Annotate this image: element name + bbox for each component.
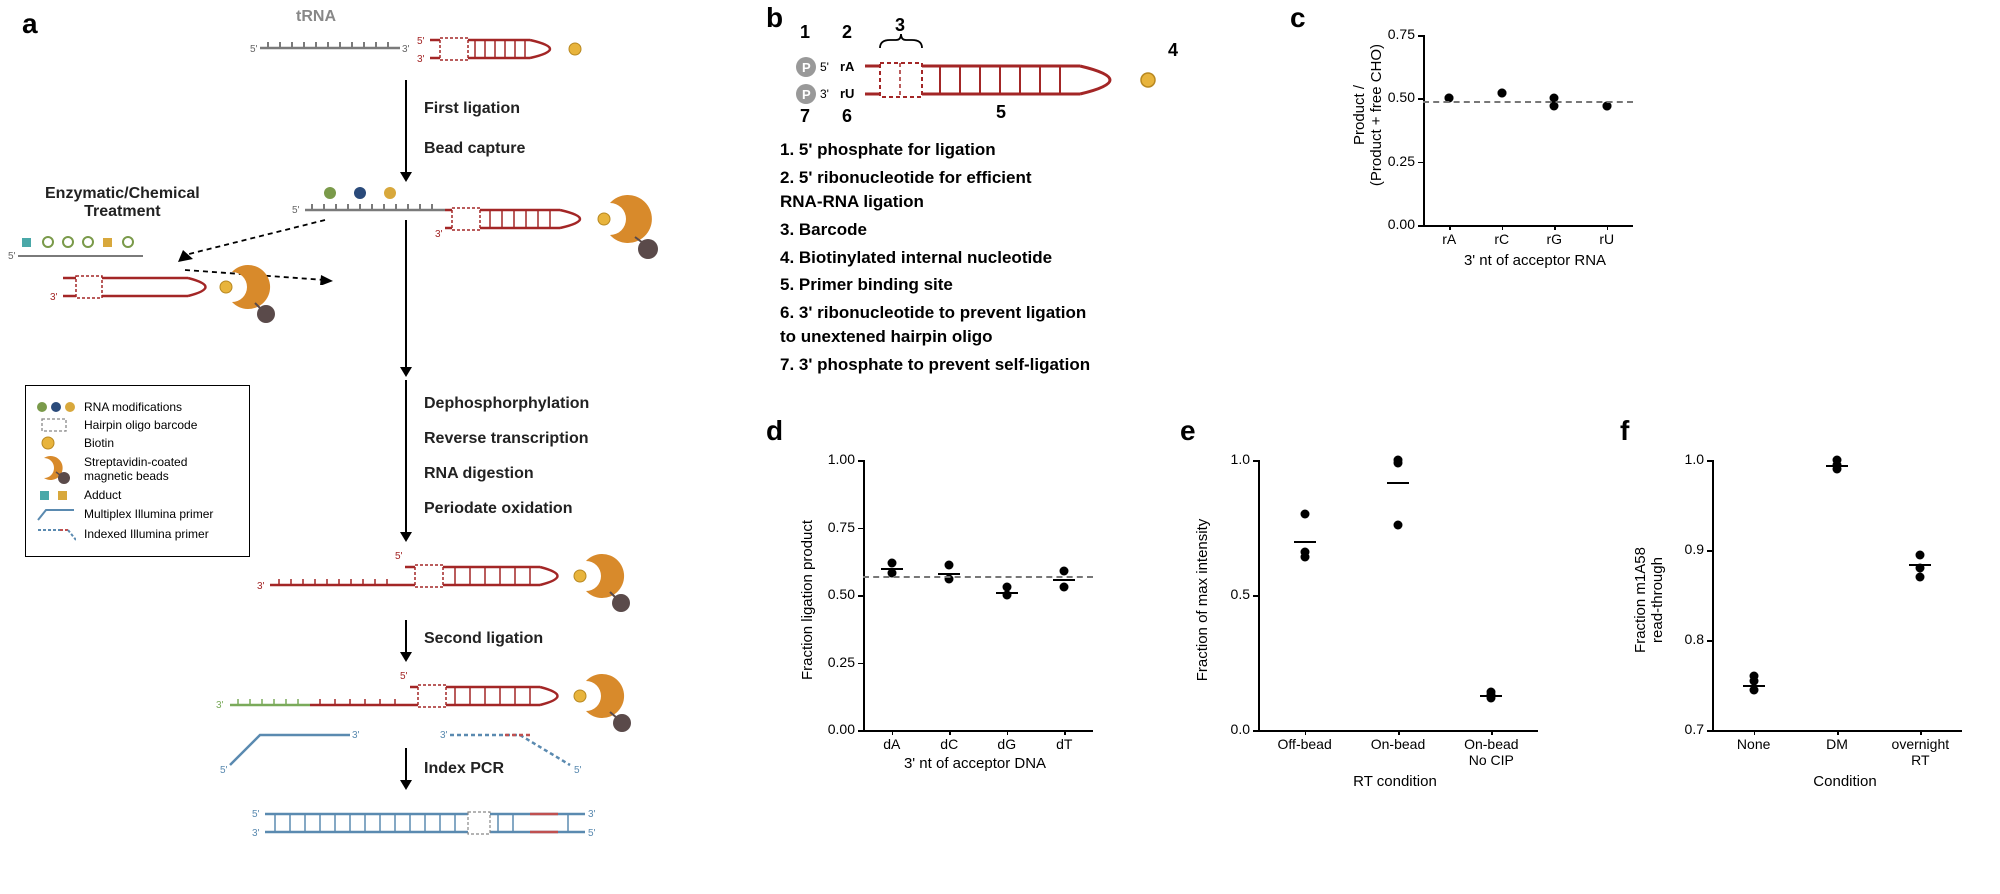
svg-text:5': 5' xyxy=(588,828,596,839)
chart-f-xtitle: Condition xyxy=(1745,773,1945,790)
svg-text:3': 3' xyxy=(50,292,58,303)
svg-text:rU: rU xyxy=(840,86,854,101)
b-num-6: 6 xyxy=(842,106,852,127)
rt-product: 5' 3' xyxy=(255,545,675,625)
b-item-2: 2. 5' ribonucleotide for efficient RNA-R… xyxy=(780,166,1270,215)
svg-text:5': 5' xyxy=(417,36,425,47)
svg-text:3': 3' xyxy=(588,809,596,820)
chart-e-xtitle: RT condition xyxy=(1295,773,1495,790)
step-rt: Reverse transcription xyxy=(424,430,589,448)
svg-text:3': 3' xyxy=(402,44,410,55)
legend: RNA modifications Hairpin oligo barcode … xyxy=(25,385,250,557)
svg-text:5': 5' xyxy=(395,551,403,562)
legend-adduct-icon xyxy=(36,489,76,501)
step-second-ligation: Second ligation xyxy=(424,630,543,648)
legend-index-primer-icon xyxy=(36,526,76,542)
step-dephos: Dephosphorphylation xyxy=(424,395,589,413)
chart-c: Product / (Product + free CHO) 3' nt of … xyxy=(1375,30,1655,275)
svg-text:P: P xyxy=(802,60,811,75)
svg-text:3': 3' xyxy=(440,730,448,741)
b-item-1: 1. 5' phosphate for ligation xyxy=(780,138,1270,163)
svg-text:3': 3' xyxy=(257,581,265,592)
top-trna-hairpin: 5' 3' 5' 3' xyxy=(250,28,610,83)
step-bead-capture: Bead capture xyxy=(424,140,525,158)
pcr-product: 5' 3' 3' 5' xyxy=(250,798,610,853)
chart-f: Fraction m1A58 read-through Condition 0.… xyxy=(1660,455,1980,795)
b-num-4: 4 xyxy=(1168,40,1178,61)
legend-adduct-label: Adduct xyxy=(84,488,121,502)
svg-text:3': 3' xyxy=(216,700,224,711)
b-item-4: 4. Biotinylated internal nucleotide xyxy=(780,246,1270,271)
svg-text:3': 3' xyxy=(417,54,425,65)
b-num-1: 1 xyxy=(800,22,810,43)
chart-c-xtitle: 3' nt of acceptor RNA xyxy=(1435,252,1635,269)
panel-label-e: e xyxy=(1180,415,1196,447)
svg-text:3': 3' xyxy=(820,87,829,101)
panel-label-a: a xyxy=(22,8,38,40)
svg-text:5': 5' xyxy=(252,809,260,820)
legend-rna-mod-icon xyxy=(36,401,76,413)
b-item-5: 5. Primer binding site xyxy=(780,273,1270,298)
step-treatment: Enzymatic/Chemical Treatment xyxy=(45,185,200,221)
svg-text:5': 5' xyxy=(574,765,582,775)
step-index-pcr: Index PCR xyxy=(424,760,504,778)
svg-text:5': 5' xyxy=(8,251,16,262)
svg-text:5': 5' xyxy=(250,44,258,55)
b-item-7: 7. 3' phosphate to prevent self-ligation xyxy=(780,353,1270,378)
b-num-7: 7 xyxy=(800,106,810,127)
panel-b-list: 1. 5' phosphate for ligation 2. 5' ribon… xyxy=(780,135,1270,381)
b-item-6: 6. 3' ribonucleotide to prevent ligation… xyxy=(780,301,1270,350)
step-digest: RNA digestion xyxy=(424,465,534,483)
svg-text:rA: rA xyxy=(840,59,855,74)
panel-b-diagram: P P 5'3' rA rU 1 2 3 4 5 6 7 xyxy=(780,20,1250,135)
legend-multi-primer-icon xyxy=(36,506,76,522)
svg-text:5': 5' xyxy=(400,671,408,682)
svg-text:3': 3' xyxy=(435,229,443,240)
legend-multi-primer-label: Multiplex Illumina primer xyxy=(84,507,213,521)
legend-barcode-label: Hairpin oligo barcode xyxy=(84,418,197,432)
svg-text:P: P xyxy=(802,87,811,102)
chart-f-ytitle: Fraction m1A58 read-through xyxy=(1632,485,1666,715)
legend-bead-label: Streptavidin-coated magnetic beads xyxy=(84,455,187,483)
panel-label-d: d xyxy=(766,415,783,447)
step-periodate: Periodate oxidation xyxy=(424,500,572,518)
svg-text:5': 5' xyxy=(220,765,228,775)
legend-barcode-icon xyxy=(36,418,76,432)
trna-label: tRNA xyxy=(296,8,336,26)
panel-label-f: f xyxy=(1620,415,1629,447)
legend-biotin-label: Biotin xyxy=(84,436,114,450)
treatment-schematic: 5' 3' xyxy=(8,230,288,330)
svg-text:5': 5' xyxy=(820,60,829,74)
chart-e: Fraction of max intensity RT condition 0… xyxy=(1210,455,1560,795)
panel-label-c: c xyxy=(1290,2,1306,34)
ligated-with-bead: 5' 3' xyxy=(290,185,710,275)
second-ligation-schematic: 5' 3' 3' 5' 3' 5' xyxy=(190,665,710,775)
legend-bead-icon xyxy=(36,454,76,484)
svg-text:3': 3' xyxy=(352,730,360,741)
b-item-3: 3. Barcode xyxy=(780,218,1270,243)
legend-index-primer-label: Indexed Illumina primer xyxy=(84,527,209,541)
b-num-2: 2 xyxy=(842,22,852,43)
svg-text:3': 3' xyxy=(252,828,260,839)
chart-d: Fraction ligation product 3' nt of accep… xyxy=(815,455,1115,785)
step-first-ligation: First ligation xyxy=(424,100,520,118)
legend-biotin-icon xyxy=(36,436,76,450)
legend-rna-mod-label: RNA modifications xyxy=(84,400,182,414)
b-num-5: 5 xyxy=(996,102,1006,123)
chart-d-xtitle: 3' nt of acceptor DNA xyxy=(875,755,1075,772)
chart-c-ytitle: Product / (Product + free CHO) xyxy=(1351,15,1385,215)
b-num-3: 3 xyxy=(895,15,905,36)
